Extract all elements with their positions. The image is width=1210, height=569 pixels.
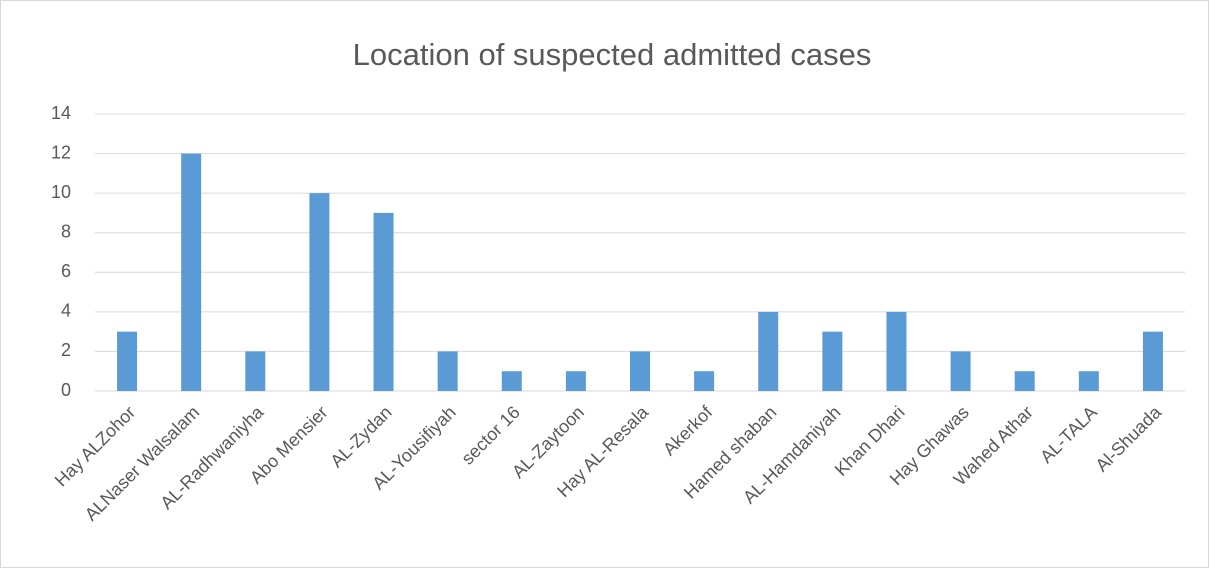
y-tick-label: 12 [51, 142, 71, 162]
y-tick-label: 8 [61, 221, 71, 241]
bar [1142, 331, 1163, 391]
bar [1078, 371, 1099, 391]
bar [437, 351, 458, 391]
y-tick-label: 2 [61, 340, 71, 360]
bar [758, 311, 779, 391]
y-tick-label: 14 [51, 103, 71, 123]
y-tick-label: 6 [61, 261, 71, 281]
bar [950, 351, 971, 391]
bar [245, 351, 266, 391]
bar [630, 351, 650, 391]
bar [694, 371, 715, 391]
bar [309, 193, 330, 391]
bar [1014, 371, 1035, 391]
bar [886, 311, 907, 391]
y-tick-label: 10 [51, 182, 71, 202]
bar [565, 371, 586, 391]
y-tick-label: 0 [61, 380, 71, 400]
y-tick-label: 4 [61, 301, 71, 321]
chart-title: Location of suspected admitted cases [353, 37, 872, 72]
bar [501, 371, 522, 391]
bar [373, 212, 394, 391]
bar [822, 331, 843, 391]
bar [181, 153, 202, 391]
bar [117, 331, 138, 391]
